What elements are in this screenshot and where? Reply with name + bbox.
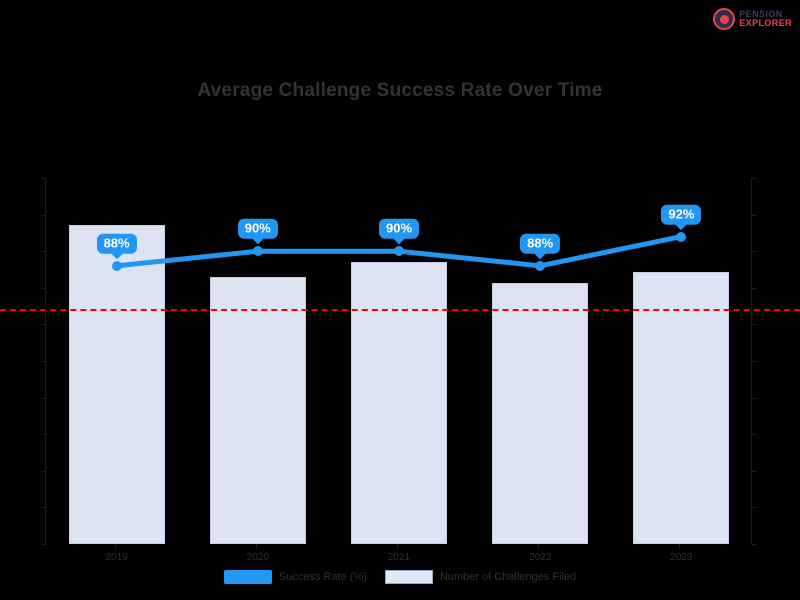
y2-axis-tick-mark (752, 397, 757, 399)
y2-axis-tick-mark (752, 178, 757, 179)
data-label: 88% (96, 233, 137, 254)
y-axis-tick-mark (41, 397, 46, 399)
y2-axis-tick-mark (752, 434, 757, 436)
bar (209, 277, 306, 544)
data-label: 90% (378, 218, 420, 240)
plot-area: 88%90%90%88%92%1009590858075706560555035… (0, 178, 800, 563)
y-axis-tick-mark (41, 470, 46, 472)
bar (492, 282, 589, 544)
legend-swatch-line (223, 570, 272, 584)
y-axis-tick-mark (41, 324, 46, 326)
x-axis-tick-mark (114, 544, 116, 549)
y-axis-tick-mark (41, 434, 46, 436)
x-axis-tick-label: 2023 (670, 552, 693, 563)
chart-legend: Success Rate (%) Number of Challenges Fil… (0, 570, 800, 584)
y-axis-tick-mark (41, 251, 46, 253)
chart-title: Average Challenge Success Rate Over Time (197, 80, 603, 101)
x-axis-tick-label: 2019 (105, 552, 128, 563)
y-axis-tick-mark (41, 507, 46, 509)
legend-label: Number of Challenges Filed (439, 571, 577, 583)
logo-line-2: EXPLORER (739, 18, 792, 28)
y2-axis-tick-mark (752, 361, 757, 362)
y-axis-tick-mark (41, 287, 46, 289)
data-point-marker (535, 260, 546, 271)
threshold-line (0, 308, 800, 311)
data-point-marker (252, 246, 263, 257)
y2-axis-tick-mark (752, 544, 757, 545)
y2-axis-tick-mark (752, 287, 757, 289)
y2-axis-tick-mark (752, 214, 757, 216)
circle-logo-icon (713, 8, 736, 30)
x-axis-tick-label: 2022 (529, 552, 552, 563)
x-axis-tick-label: 2021 (387, 552, 411, 563)
y2-axis-tick-mark (752, 251, 757, 253)
y-axis-tick-mark (41, 544, 46, 545)
x-axis-tick-mark (538, 544, 540, 549)
x-axis-tick-label: 2020 (246, 552, 269, 563)
data-label: 88% (520, 233, 561, 254)
logo-text: PENSION EXPLORER (739, 10, 792, 28)
data-point-marker (111, 260, 122, 271)
y-axis-tick-mark (41, 361, 46, 362)
data-point-marker (394, 246, 404, 257)
y2-axis-tick-mark (752, 470, 757, 472)
data-point-marker (676, 231, 687, 242)
legend-swatch-bar (384, 570, 433, 584)
bar (633, 272, 730, 544)
x-axis-tick-mark (397, 544, 398, 549)
legend-item[interactable]: Success Rate (%) (223, 570, 367, 584)
logo-line-1: PENSION (739, 9, 783, 19)
legend-item[interactable]: Number of Challenges Filed (384, 570, 577, 584)
y-axis-tick-mark (41, 178, 46, 179)
y-axis-tick-mark (41, 214, 46, 216)
data-label: 90% (237, 218, 278, 240)
y2-axis-tick-mark (752, 324, 757, 326)
brand-logo: PENSION EXPLORER (713, 4, 792, 34)
y2-axis-tick-mark (752, 507, 757, 509)
x-axis-tick-mark (255, 544, 257, 549)
data-label: 92% (661, 204, 702, 225)
legend-label: Success Rate (%) (278, 571, 367, 583)
bar (68, 225, 165, 544)
right-axis-line (751, 178, 752, 544)
x-axis-tick-mark (679, 544, 681, 549)
